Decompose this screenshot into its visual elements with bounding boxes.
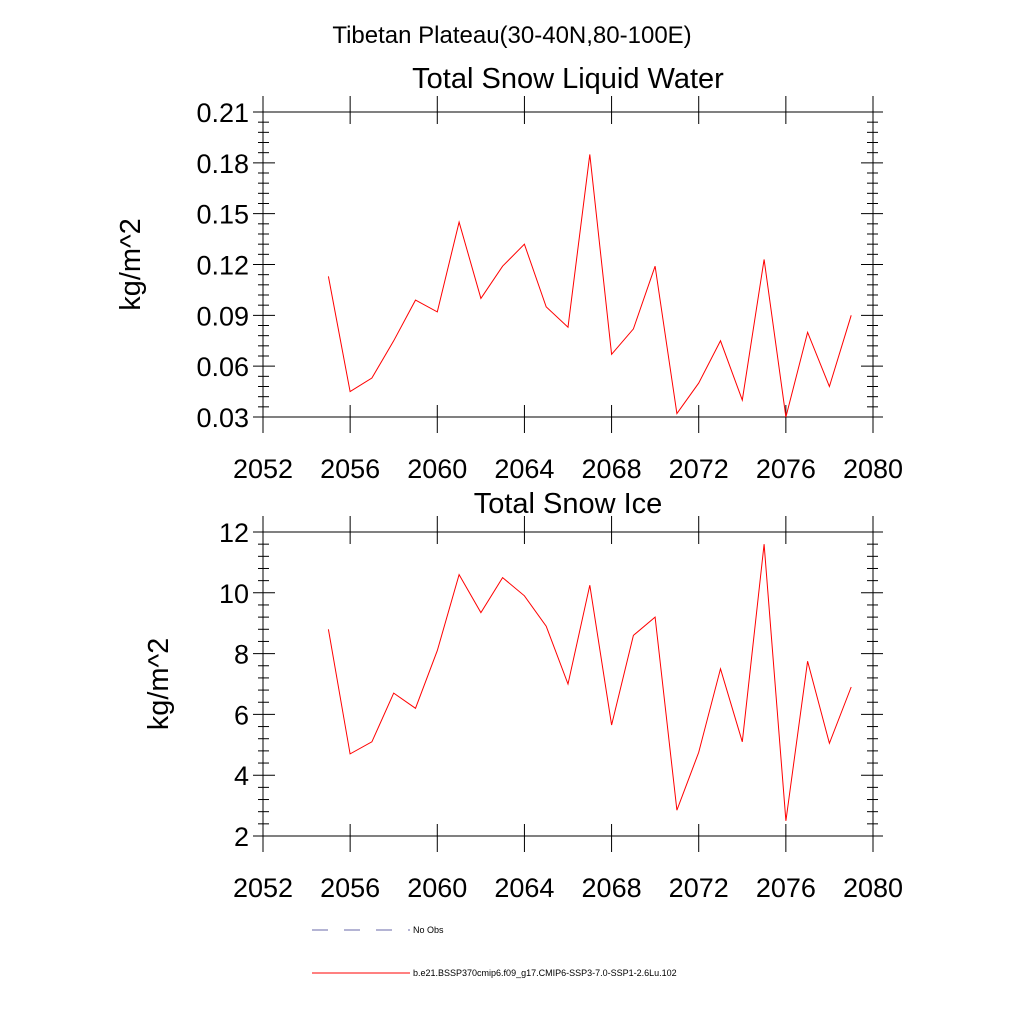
x-tick-label: 2064 [494, 454, 554, 484]
plot-frame [262, 531, 874, 837]
series-line-1 [327, 544, 852, 821]
y-tick-label: 0.21 [196, 98, 249, 128]
x-tick-label: 2052 [233, 873, 293, 903]
x-tick-label: 2072 [669, 873, 729, 903]
y-tick-label: 0.09 [196, 301, 249, 331]
x-tick-label: 2052 [233, 454, 293, 484]
x-tick-label: 2068 [582, 454, 642, 484]
legend-item-2: b.e21.BSSP370cmip6.f09_g17.CMIP6-SSP3-7.… [312, 968, 677, 978]
y-tick-label: 8 [234, 640, 249, 670]
chart-title: Total Snow Ice [474, 488, 663, 520]
x-tick-label: 2060 [407, 454, 467, 484]
y-tick-label: 0.12 [196, 251, 249, 281]
x-tick-label: 2064 [494, 873, 554, 903]
y-tick-label: 6 [234, 700, 249, 730]
x-tick-label: 2080 [843, 454, 903, 484]
x-tick-label: 2060 [407, 873, 467, 903]
y-axis-label: kg/m^2 [143, 638, 175, 731]
legend: No Obs b.e21.BSSP370cmip6.f09_g17.CMIP6-S… [312, 925, 677, 978]
chart-panel-1: Total Snow Liquid Water 0.03 0.06 0.09 0.12 0… [115, 63, 903, 484]
x-tick-label: 2056 [320, 873, 380, 903]
y-axis-label: kg/m^2 [115, 218, 147, 311]
y-tick-label: 4 [234, 761, 249, 791]
y-tick-label: 0.06 [196, 352, 249, 382]
y-tick-label: 0.15 [196, 200, 249, 230]
y-tick-label: 10 [219, 579, 249, 609]
x-tick-label: 2056 [320, 454, 380, 484]
series-line-1 [327, 154, 852, 418]
figure-suptitle: Tibetan Plateau(30-40N,80-100E) [332, 22, 691, 49]
x-tick-label: 2072 [669, 454, 729, 484]
y-tick-label: 12 [219, 518, 249, 548]
y-tick-label: 2 [234, 822, 249, 852]
x-tick-label: 2080 [843, 873, 903, 903]
chart-title: Total Snow Liquid Water [412, 63, 724, 95]
y-tick-label: 0.03 [196, 403, 249, 433]
x-tick-label: 2076 [756, 454, 816, 484]
x-tick-label: 2068 [582, 873, 642, 903]
legend-label: No Obs [413, 925, 444, 935]
x-tick-label: 2076 [756, 873, 816, 903]
chart-panel-2: Total Snow Ice 2 4 6 8 10 12 2052 2056 2060 2064 20… [143, 488, 903, 903]
y-tick-label: 0.18 [196, 149, 249, 179]
legend-item-1: No Obs [312, 925, 444, 935]
chart-panels: Total Snow Liquid Water 0.03 0.06 0.09 0.12 0… [115, 63, 903, 903]
legend-label: b.e21.BSSP370cmip6.f09_g17.CMIP6-SSP3-7.… [413, 968, 677, 978]
plot-frame [262, 111, 874, 418]
